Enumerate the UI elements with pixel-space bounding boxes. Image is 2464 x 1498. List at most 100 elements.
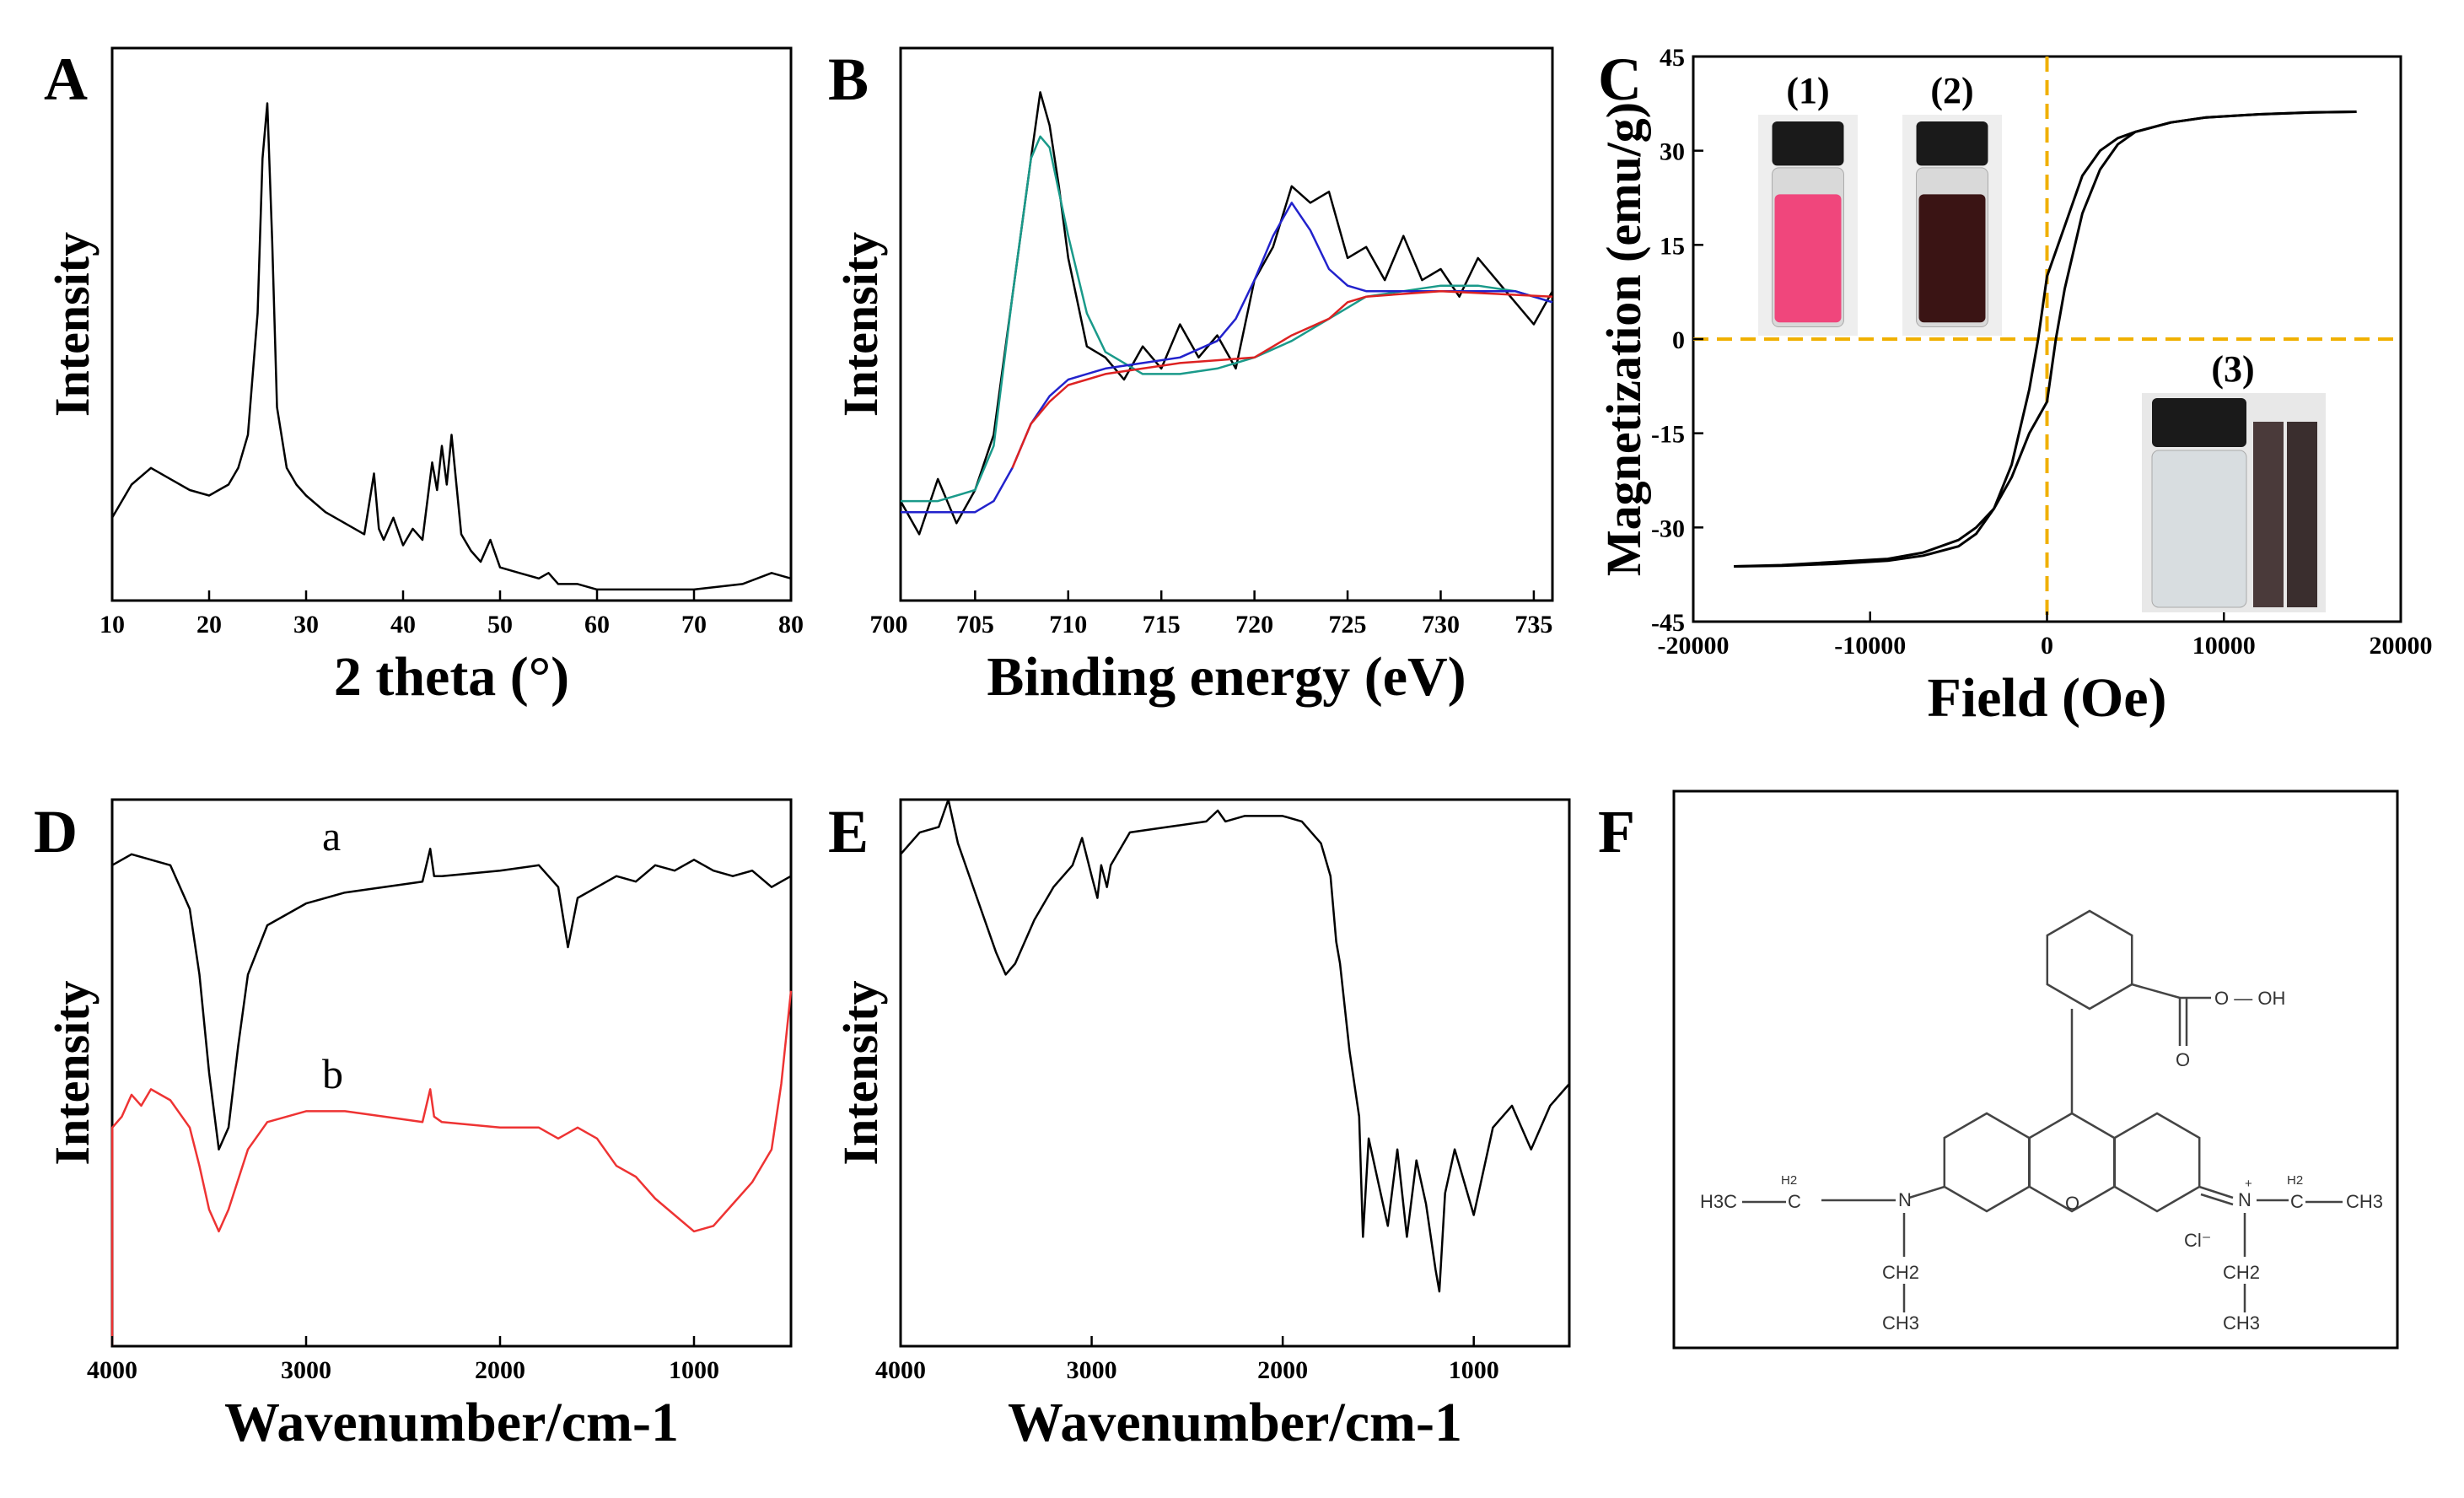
xaxis-label-A: 2 theta (°) xyxy=(334,646,569,708)
plot-frame-B xyxy=(899,46,1554,602)
ytick-label: 45 xyxy=(1660,44,1685,72)
inset-label-1: (1) xyxy=(1786,70,1829,111)
label-h2-left: H2 xyxy=(1781,1173,1797,1188)
xtick-label: 20 xyxy=(196,611,222,639)
xtick-label: 1000 xyxy=(669,1356,719,1384)
xtick-label: -20000 xyxy=(1658,632,1730,660)
inset-label-2: (2) xyxy=(1930,70,1973,111)
bond xyxy=(1908,1185,1945,1199)
xtick-label: 4000 xyxy=(875,1356,926,1384)
xaxis-label-C: Field (Oe) xyxy=(1927,667,2166,729)
label-ch3-right: CH3 xyxy=(2346,1191,2383,1212)
bond xyxy=(2200,1193,2234,1206)
xtick-label: 3000 xyxy=(281,1356,331,1384)
plot-frame-A xyxy=(110,46,793,602)
xtick-label: 50 xyxy=(487,611,513,639)
ytick-label: -45 xyxy=(1651,609,1685,637)
xtick-label: 20000 xyxy=(2370,632,2433,660)
ytick-label: 0 xyxy=(1672,326,1685,354)
vial-photo-2 xyxy=(1902,115,2002,336)
structure-frame xyxy=(1672,789,2399,1350)
label-ch3-right-down: CH3 xyxy=(2223,1312,2260,1334)
label-carbonyl-o: O xyxy=(2176,1049,2190,1070)
yaxis-label-D: Intensity xyxy=(45,980,100,1165)
series-D-a xyxy=(111,848,792,1150)
label-ch2-left: CH2 xyxy=(1882,1262,1919,1283)
vial-photo-3 xyxy=(2142,393,2326,612)
vial-cap xyxy=(1916,121,1988,166)
xtick-label: 735 xyxy=(1514,611,1552,639)
yaxis-label-E: Intensity xyxy=(833,980,888,1165)
label-ring-o: O xyxy=(2065,1193,2079,1214)
vial-cap xyxy=(2152,398,2246,447)
xtick-label: 730 xyxy=(1422,611,1460,639)
xtick-label: 3000 xyxy=(1067,1356,1117,1384)
vial-liquid xyxy=(1774,194,1842,323)
chart-E: 4000 3000 2000 1000 Wavenumber/cm-1 Intensity xyxy=(833,798,1571,1453)
label-h2-right: H2 xyxy=(2287,1173,2303,1188)
xtick-label: 4000 xyxy=(87,1356,137,1384)
series-label-a: a xyxy=(322,812,341,859)
ytick-label: -30 xyxy=(1651,515,1685,542)
series-A-XRD xyxy=(110,102,792,591)
ytick-label: 15 xyxy=(1660,232,1685,260)
benzene-ring-top xyxy=(2046,909,2133,1010)
yaxis-label-A: Intensity xyxy=(45,232,100,417)
yaxis-label-B: Intensity xyxy=(833,232,888,417)
magnet-bar xyxy=(2253,422,2284,607)
xtick-label: 1000 xyxy=(1449,1356,1499,1384)
xtick-label: 725 xyxy=(1329,611,1367,639)
xtick-label: 710 xyxy=(1049,611,1087,639)
panel-label-D: D xyxy=(34,798,78,865)
series-B-raw xyxy=(899,91,1554,536)
xaxis-label-E: Wavenumber/cm-1 xyxy=(1008,1392,1462,1453)
plot-frame-E xyxy=(899,798,1571,1348)
panel-label-C: C xyxy=(1598,46,1642,113)
ytick-label: -15 xyxy=(1651,421,1685,449)
vial-cap xyxy=(1772,121,1844,166)
chart-B: 705 710 715 720 725 730 735 700 Binding energy (… xyxy=(833,46,1554,708)
xtick-label: 40 xyxy=(390,611,416,639)
plot-frame-D xyxy=(110,798,793,1348)
magnet-bar xyxy=(2287,422,2317,607)
chart-C: -20000 -10000 0 10000 20000 -45 -30 -15 0 15 30 45 F… xyxy=(1596,44,2433,729)
label-ch2-right: CH2 xyxy=(2223,1262,2260,1283)
series-C-descending xyxy=(1734,110,2357,568)
xaxis-label-B: Binding energy (eV) xyxy=(987,646,1466,708)
xanthene-ring-right xyxy=(2113,1112,2201,1213)
label-c-right: C xyxy=(2290,1191,2304,1212)
panel-label-B: B xyxy=(828,46,869,113)
xtick-label: 10000 xyxy=(2192,632,2256,660)
xtick-label: 60 xyxy=(584,611,610,639)
xtick-label: 700 xyxy=(870,611,908,639)
xtick-label: 705 xyxy=(956,611,994,639)
xtick-label: 80 xyxy=(778,611,804,639)
xtick-label: 715 xyxy=(1143,611,1181,639)
xtick-label: 2000 xyxy=(475,1356,525,1384)
bond xyxy=(2198,1185,2234,1199)
chart-D: 4000 3000 2000 1000 Wavenumber/cm-1 Intensity xyxy=(45,798,793,1453)
ytick-label: 30 xyxy=(1660,138,1685,166)
label-h3c: H3C xyxy=(1700,1191,1737,1212)
series-label-b: b xyxy=(322,1050,343,1097)
xtick-label: -10000 xyxy=(1834,632,1906,660)
chart-A: 10 20 30 40 50 60 70 80 2 theta (°) Intensity xyxy=(45,46,804,708)
bond xyxy=(2131,983,2181,1000)
vial-body xyxy=(2151,450,2247,608)
panel-label-A: A xyxy=(44,46,88,113)
vial-photo-1 xyxy=(1758,115,1858,336)
label-chloride: Cl⁻ xyxy=(2184,1230,2211,1251)
xtick-label: 0 xyxy=(2041,632,2053,660)
inset-label-3: (3) xyxy=(2211,348,2254,390)
label-n-right: N xyxy=(2238,1189,2251,1210)
series-B-fit-teal xyxy=(901,135,1553,503)
xtick-label: 2000 xyxy=(1257,1356,1308,1384)
label-ch3-left: CH3 xyxy=(1882,1312,1919,1334)
panel-label-F: F xyxy=(1598,798,1635,865)
yaxis-label-C: Magnetization (emu/g) xyxy=(1596,102,1651,576)
label-n-left: N xyxy=(1898,1189,1912,1210)
series-E-FTIR xyxy=(900,798,1570,1293)
series-D-b xyxy=(110,990,793,1347)
